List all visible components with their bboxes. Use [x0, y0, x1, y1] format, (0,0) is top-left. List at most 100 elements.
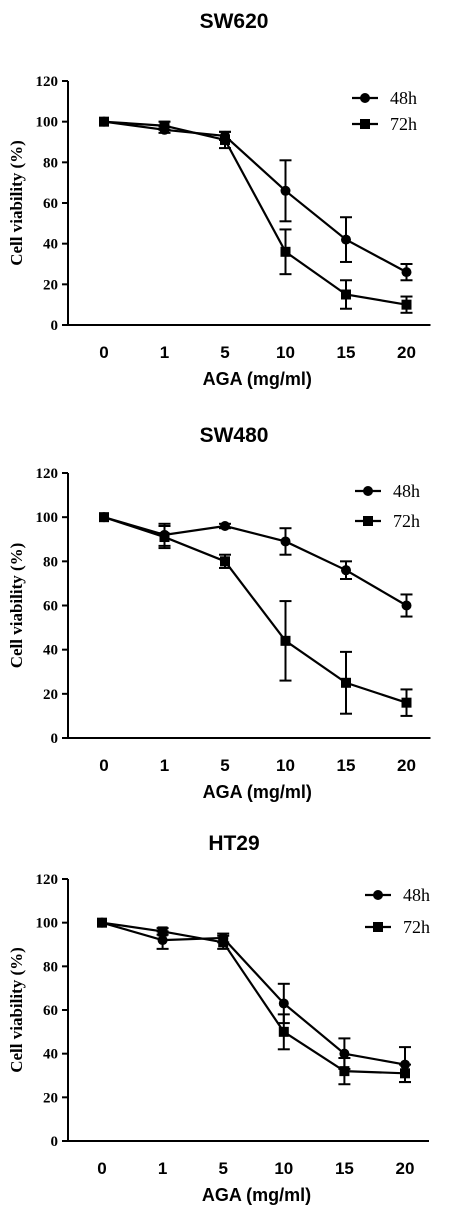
- y-tick-label: 80: [43, 155, 58, 171]
- data-point: [278, 1026, 289, 1037]
- series-line: [101, 921, 406, 1066]
- y-tick-label: 120: [36, 466, 59, 482]
- series-line: [103, 120, 407, 306]
- series-48h: [97, 917, 411, 1084]
- x-axis-label: AGA (mg/ml): [202, 1185, 311, 1205]
- data-point: [157, 926, 168, 937]
- data-point: [278, 998, 289, 1009]
- x-tick-label: 1: [158, 1159, 167, 1178]
- series-line: [103, 120, 408, 274]
- y-tick-label: 20: [43, 277, 58, 293]
- y-tick-label: 80: [43, 959, 58, 975]
- x-tick-label: 5: [218, 1159, 227, 1178]
- y-axis-label: Cell viability (%): [7, 947, 26, 1073]
- data-point: [280, 185, 291, 196]
- y-tick-label: 20: [43, 1090, 58, 1106]
- data-point: [99, 116, 109, 127]
- x-tick-label: 5: [220, 343, 229, 362]
- legend-marker: [360, 93, 370, 103]
- data-point: [97, 917, 107, 928]
- y-tick-label: 40: [43, 643, 58, 659]
- data-point: [159, 120, 170, 131]
- y-tick-label: 80: [43, 554, 58, 570]
- data-point: [157, 935, 168, 946]
- y-tick-label: 60: [43, 599, 58, 615]
- data-point: [341, 565, 351, 576]
- y-axis-label: Cell viability (%): [7, 543, 26, 669]
- x-tick-label: 0: [99, 756, 108, 775]
- y-tick-label: 100: [36, 115, 59, 131]
- data-point: [220, 521, 230, 531]
- data-point: [159, 532, 170, 543]
- legend-label: 48h: [393, 481, 420, 501]
- data-point: [280, 536, 291, 547]
- data-point: [401, 697, 412, 708]
- y-axis-label: Cell viability (%): [7, 140, 26, 266]
- data-point: [339, 1048, 350, 1059]
- y-tick-label: 60: [43, 1003, 58, 1019]
- data-point: [218, 937, 229, 948]
- x-axis-label: AGA (mg/ml): [203, 369, 312, 389]
- y-tick-label: 40: [43, 1047, 58, 1063]
- x-tick-label: 1: [160, 756, 169, 775]
- x-tick-label: 5: [220, 756, 229, 775]
- y-tick-label: 120: [36, 872, 59, 888]
- data-point: [401, 600, 412, 611]
- data-point: [280, 246, 291, 257]
- legend-label: 72h: [393, 511, 420, 531]
- x-tick-label: 0: [97, 1159, 106, 1178]
- data-point: [401, 267, 412, 278]
- data-point: [341, 289, 351, 300]
- chart-title: SW480: [200, 424, 269, 447]
- y-tick-label: 40: [43, 237, 58, 253]
- y-tick-label: 0: [51, 1134, 59, 1150]
- legend-marker: [363, 486, 373, 496]
- data-point: [220, 556, 230, 567]
- series-line: [103, 516, 407, 704]
- data-point: [341, 677, 351, 688]
- y-tick-label: 60: [43, 196, 58, 212]
- y-tick-label: 100: [36, 916, 59, 932]
- series-line: [103, 516, 408, 607]
- data-point: [401, 299, 412, 310]
- x-tick-label: 0: [99, 343, 108, 362]
- series-72h: [99, 116, 413, 314]
- x-axis-label: AGA (mg/ml): [203, 782, 312, 802]
- series-line: [101, 921, 406, 1075]
- x-tick-label: 20: [397, 343, 416, 362]
- x-tick-label: 10: [274, 1159, 293, 1178]
- y-tick-label: 100: [36, 510, 59, 526]
- x-tick-label: 15: [337, 756, 356, 775]
- data-point: [99, 512, 109, 523]
- chart-title: SW620: [200, 10, 269, 33]
- data-point: [339, 1066, 350, 1077]
- y-tick-label: 120: [36, 74, 59, 90]
- legend-marker: [373, 922, 383, 932]
- legend-marker: [360, 119, 370, 129]
- data-point: [220, 134, 230, 145]
- legend-label: 72h: [390, 114, 417, 134]
- y-tick-label: 20: [43, 687, 58, 703]
- series-72h: [97, 917, 411, 1086]
- x-tick-label: 15: [337, 343, 356, 362]
- x-tick-label: 20: [396, 1159, 415, 1178]
- x-tick-label: 20: [397, 756, 416, 775]
- data-point: [400, 1068, 410, 1079]
- legend-label: 48h: [403, 885, 430, 905]
- data-point: [341, 234, 351, 245]
- chart-title: HT29: [208, 832, 259, 855]
- legend-marker: [373, 890, 383, 900]
- legend-marker: [363, 516, 373, 526]
- series-72h: [99, 512, 413, 717]
- y-tick-label: 0: [51, 318, 59, 334]
- legend-label: 48h: [390, 88, 417, 108]
- x-tick-label: 10: [276, 343, 295, 362]
- data-point: [280, 635, 291, 646]
- legend-label: 72h: [403, 917, 430, 937]
- y-tick-label: 0: [51, 731, 59, 747]
- x-tick-label: 1: [160, 343, 169, 362]
